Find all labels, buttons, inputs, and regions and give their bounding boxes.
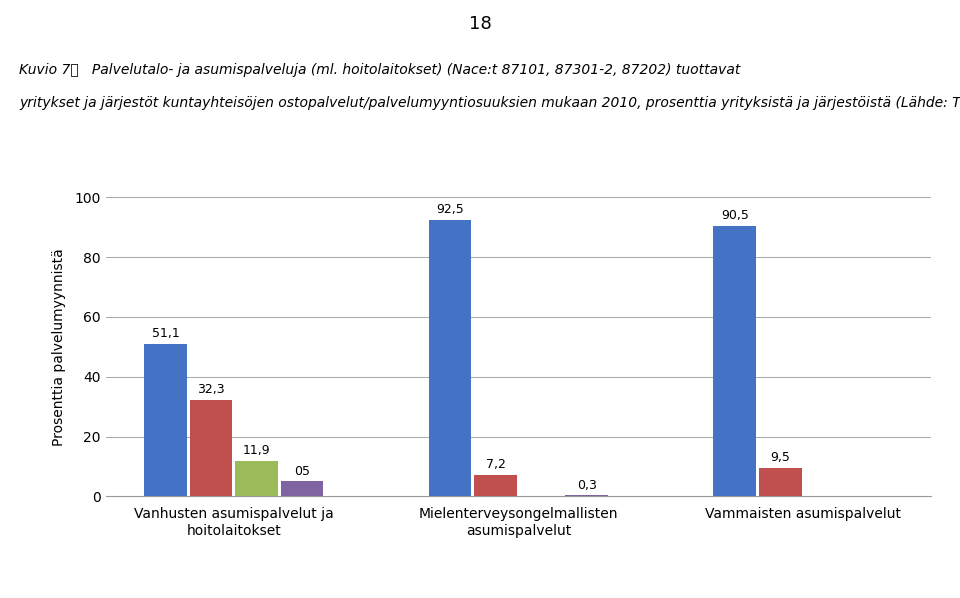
Legend: Kaikki (100 %), Vähintään 50 prosenttia, Alle 50 prosenttia, Ei lainkaan (0 %): Kaikki (100 %), Vähintään 50 prosenttia,… bbox=[172, 593, 865, 598]
Bar bbox=[235, 460, 277, 496]
Y-axis label: Prosenttia palvelumyynnistä: Prosenttia palvelumyynnistä bbox=[52, 248, 66, 446]
Text: 92,5: 92,5 bbox=[436, 203, 464, 216]
Bar bbox=[144, 343, 187, 496]
Bar bbox=[713, 225, 756, 496]
Bar bbox=[565, 495, 608, 496]
Text: 0,3: 0,3 bbox=[577, 479, 597, 492]
Bar bbox=[280, 481, 324, 496]
Text: 18: 18 bbox=[468, 15, 492, 33]
Text: yritykset ja järjestöt kuntayhteisöjen ostopalvelut/palvelumyyntiosuuksien mukaa: yritykset ja järjestöt kuntayhteisöjen o… bbox=[19, 96, 960, 109]
Text: 9,5: 9,5 bbox=[770, 451, 790, 464]
Text: 7,2: 7,2 bbox=[486, 458, 506, 471]
Text: 11,9: 11,9 bbox=[243, 444, 271, 457]
Bar bbox=[429, 219, 471, 496]
Text: 90,5: 90,5 bbox=[721, 209, 749, 222]
Text: 05: 05 bbox=[294, 465, 310, 478]
Bar bbox=[474, 475, 517, 496]
Bar bbox=[759, 468, 802, 496]
Bar bbox=[189, 399, 232, 496]
Text: Kuvio 7	   Palvelutalo- ja asumispalveluja (ml. hoitolaitokset) (Nace:t 87101, 8: Kuvio 7 Palvelutalo- ja asumispalveluja … bbox=[19, 63, 740, 77]
Text: 32,3: 32,3 bbox=[197, 383, 225, 396]
Text: 51,1: 51,1 bbox=[152, 327, 180, 340]
